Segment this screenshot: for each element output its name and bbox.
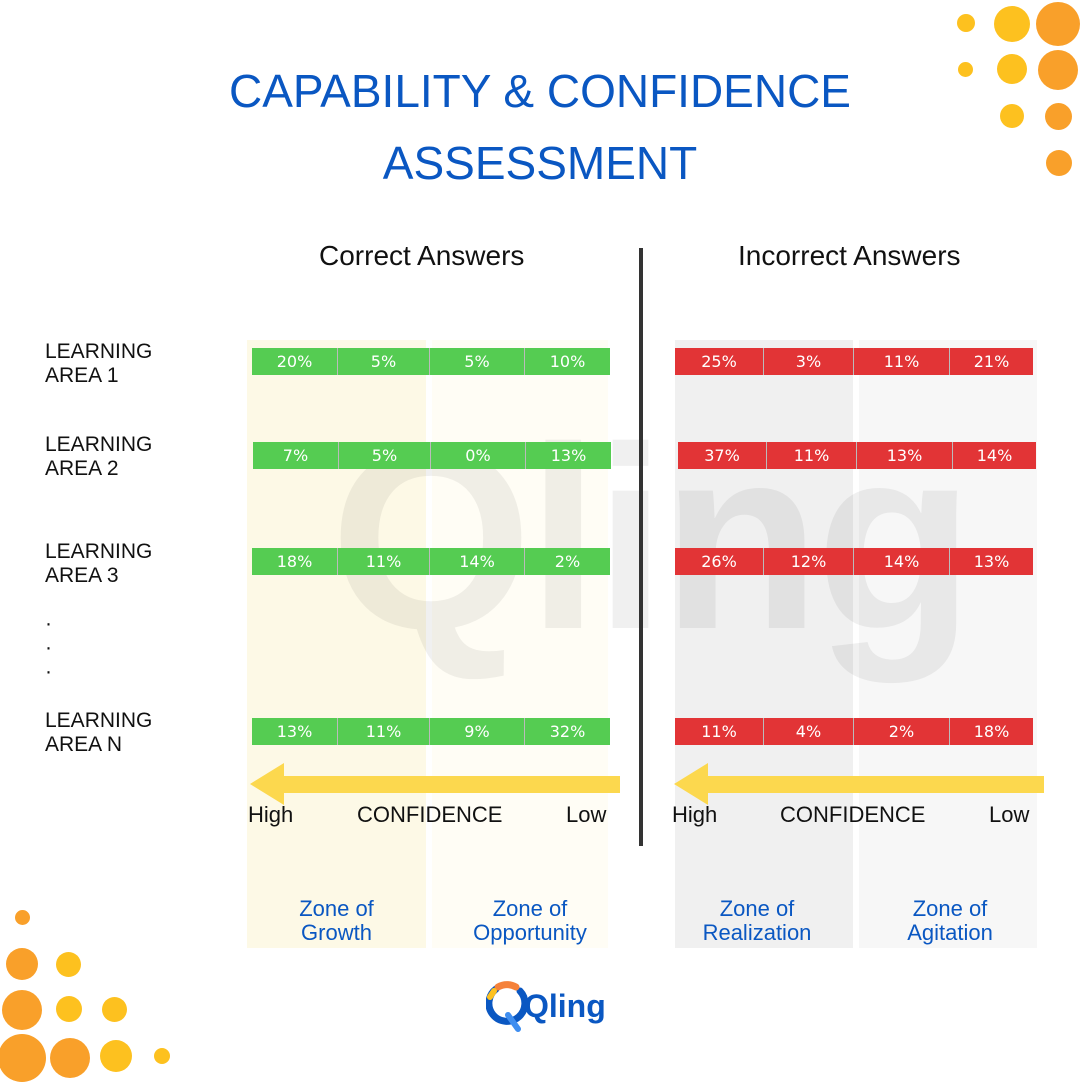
correct-bar: 7% 5% 0% 13% <box>253 442 611 469</box>
zone-growth-label: Zone of Growth <box>247 897 426 945</box>
incorrect-cell: 26% <box>675 548 764 575</box>
correct-cell: 2% <box>525 548 610 575</box>
incorrect-bar: 11% 4% 2% 18% <box>675 718 1033 745</box>
logo-q-icon <box>486 981 529 1032</box>
logo-text: Qling <box>524 987 606 1024</box>
zone-agitation-label: Zone of Agitation <box>861 897 1039 945</box>
zone-line: Zone of <box>492 896 568 921</box>
ellipsis: · · · <box>45 612 52 684</box>
correct-bar: 18% 11% 14% 2% <box>252 548 610 575</box>
incorrect-cell: 11% <box>767 442 857 469</box>
zone-growth-bg <box>247 340 426 948</box>
ellipsis-dot: · <box>45 612 52 635</box>
title-line-2: ASSESSMENT <box>382 137 698 189</box>
row-label: LEARNING AREA 1 <box>45 340 152 388</box>
zone-agitation-bg <box>859 340 1037 948</box>
zone-opportunity-bg <box>432 340 608 948</box>
correct-bar: 13% 11% 9% 32% <box>252 718 610 745</box>
row-label-line: LEARNING <box>45 433 153 456</box>
confidence-arrow-right <box>674 763 1044 805</box>
incorrect-cell: 13% <box>857 442 953 469</box>
incorrect-cell: 2% <box>854 718 950 745</box>
page-title: CAPABILITY & CONFIDENCE ASSESSMENT <box>0 55 1080 199</box>
zone-line: Zone of <box>719 896 795 921</box>
zone-line: Opportunity <box>473 920 587 945</box>
qling-logo: Qling <box>486 978 606 1034</box>
divider <box>639 248 643 846</box>
correct-cell: 11% <box>338 718 430 745</box>
row-label-line: AREA N <box>45 733 123 756</box>
axis-high-right: High <box>672 802 718 827</box>
correct-cell: 5% <box>338 348 430 375</box>
row-label-line: AREA 1 <box>45 364 119 387</box>
incorrect-cell: 3% <box>764 348 854 375</box>
incorrect-cell: 4% <box>764 718 854 745</box>
correct-cell: 5% <box>339 442 431 469</box>
row-label-line: AREA 2 <box>45 457 119 480</box>
incorrect-cell: 18% <box>950 718 1033 745</box>
incorrect-cell: 12% <box>764 548 854 575</box>
correct-cell: 13% <box>526 442 611 469</box>
row-label: LEARNING AREA 2 <box>45 433 152 481</box>
incorrect-cell: 11% <box>854 348 950 375</box>
ellipsis-dot: · <box>45 660 52 683</box>
row-label: LEARNING AREA N <box>45 709 152 757</box>
correct-cell: 18% <box>252 548 338 575</box>
axis-label-left: CONFIDENCE <box>357 802 503 827</box>
correct-cell: 20% <box>252 348 338 375</box>
correct-cell: 5% <box>430 348 525 375</box>
axis-label-right: CONFIDENCE <box>780 802 926 827</box>
row-label: LEARNING AREA 3 <box>45 540 152 588</box>
title-line-1: CAPABILITY & CONFIDENCE <box>229 65 851 117</box>
incorrect-cell: 37% <box>678 442 767 469</box>
zone-line: Realization <box>702 920 812 945</box>
incorrect-cell: 14% <box>953 442 1036 469</box>
row-label-line: LEARNING <box>45 340 153 363</box>
incorrect-cell: 14% <box>854 548 950 575</box>
confidence-arrow-left <box>250 763 620 805</box>
zone-line: Zone of <box>912 896 988 921</box>
ellipsis-dot: · <box>45 636 52 659</box>
correct-cell: 32% <box>525 718 610 745</box>
axis-low-right: Low <box>989 802 1030 827</box>
incorrect-answers-heading: Incorrect Answers <box>738 240 961 271</box>
incorrect-cell: 11% <box>675 718 764 745</box>
correct-cell: 7% <box>253 442 339 469</box>
zone-opportunity-label: Zone of Opportunity <box>432 897 628 945</box>
zone-line: Agitation <box>907 920 993 945</box>
axis-high-left: High <box>248 802 294 827</box>
incorrect-cell: 21% <box>950 348 1033 375</box>
correct-cell: 10% <box>525 348 610 375</box>
zone-realization-bg <box>675 340 853 948</box>
incorrect-cell: 13% <box>950 548 1033 575</box>
incorrect-bar: 25% 3% 11% 21% <box>675 348 1033 375</box>
incorrect-cell: 25% <box>675 348 764 375</box>
row-label-line: LEARNING <box>45 540 153 563</box>
incorrect-bar: 37% 11% 13% 14% <box>678 442 1036 469</box>
correct-cell: 14% <box>430 548 525 575</box>
correct-answers-heading: Correct Answers <box>319 240 525 271</box>
zone-line: Zone of <box>299 896 374 921</box>
axis-low-left: Low <box>566 802 607 827</box>
zone-realization-label: Zone of Realization <box>668 897 846 945</box>
correct-cell: 9% <box>430 718 525 745</box>
correct-cell: 0% <box>431 442 526 469</box>
correct-bar: 20% 5% 5% 10% <box>252 348 610 375</box>
incorrect-bar: 26% 12% 14% 13% <box>675 548 1033 575</box>
row-label-line: LEARNING <box>45 709 153 732</box>
correct-cell: 13% <box>252 718 338 745</box>
row-label-line: AREA 3 <box>45 564 119 587</box>
zone-line: Growth <box>301 920 372 945</box>
correct-cell: 11% <box>338 548 430 575</box>
logo-watermark: Qling <box>330 394 974 684</box>
